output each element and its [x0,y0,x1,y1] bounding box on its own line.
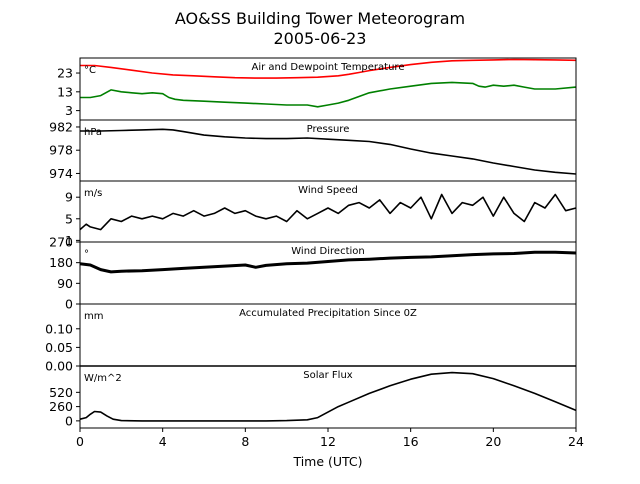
panel-0-ytick-label: 23 [57,66,73,81]
x-tick-label: 4 [159,434,167,449]
panel-3: 0 90 180 270 Wind Direction ° [49,235,577,312]
panel-4-title: Accumulated Precipitation Since 0Z [239,308,417,319]
panel-4-ytick-label: 0.00 [45,359,73,374]
figure-title: AO&SS Building Tower Meteorogram [175,9,465,28]
panel-0-series-1 [80,81,577,108]
panel-5-series-0 [79,371,577,422]
x-tick-label: 24 [568,434,584,449]
panel-3-ytick-label: 180 [49,255,73,270]
panel-2-title: Wind Speed [298,185,358,196]
x-tick-label: 8 [241,434,249,449]
panel-1-unit: hPa [84,127,102,138]
panel-5-ytick-label: 260 [49,399,73,414]
x-tick-label: 12 [320,434,336,449]
panel-1: 974 978 982 Pressure hPa [49,119,577,182]
panel-3-ytick-label: 90 [57,276,73,291]
panel-5-unit: W/m^2 [84,373,122,384]
panel-4-ytick-label: 0.10 [45,321,73,336]
panel-2-ytick-label: 5 [65,211,73,226]
x-axis-label: Time (UTC) [292,454,362,469]
panel-2-ytick-label: 9 [65,190,73,205]
panel-0: 3 13 23 Air and Dewpoint Temperature °C [57,57,577,121]
panel-3-ytick-label: 0 [65,297,73,312]
panel-0-title: Air and Dewpoint Temperature [252,62,405,73]
panel-3-unit: ° [84,249,89,260]
panel-5-title: Solar Flux [303,370,353,381]
panel-0-unit: °C [84,65,96,76]
panel-1-ytick-label: 982 [49,119,73,134]
panel-2: 1 5 9 Wind Speed m/s [65,180,577,248]
panel-2-unit: m/s [84,188,102,199]
panel-2-ytick-label: 1 [65,233,73,248]
panel-4: 0.00 0.05 0.10 Accumulated Precipitation Si… [45,303,577,374]
panel-5-ytick-label: 0 [65,413,73,428]
x-tick-label: 20 [485,434,501,449]
panel-5-ytick-label: 520 [49,385,73,400]
panel-3-title: Wind Direction [291,246,365,257]
panel-1-ytick-label: 978 [49,143,73,158]
x-tick-label: 16 [403,434,419,449]
panel-1-title: Pressure [307,124,350,135]
figure-subtitle: 2005-06-23 [274,29,367,48]
panel-2-series-0 [79,193,577,231]
panel-1-series-0 [80,128,577,175]
panel-3-series-0 [79,250,577,274]
panel-0-series-0 [80,58,577,79]
panel-0-ytick-label: 13 [57,84,73,99]
panel-4-ytick-label: 0.05 [45,340,73,355]
panel-0-ytick-label: 3 [65,103,73,118]
panel-3-ytick-label: 270 [49,235,73,250]
x-tick-label: 0 [76,434,84,449]
panel-4-unit: mm [84,311,103,322]
panel-1-ytick-label: 974 [49,166,73,181]
